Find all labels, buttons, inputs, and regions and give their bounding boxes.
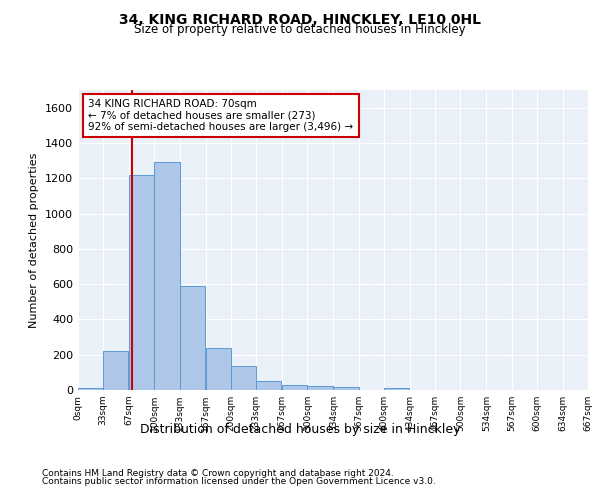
Bar bbox=[282, 384, 307, 390]
Bar bbox=[129, 174, 154, 390]
Text: Contains HM Land Registry data © Crown copyright and database right 2024.: Contains HM Land Registry data © Crown c… bbox=[42, 468, 394, 477]
Text: Size of property relative to detached houses in Hinckley: Size of property relative to detached ho… bbox=[134, 22, 466, 36]
Text: Distribution of detached houses by size in Hinckley: Distribution of detached houses by size … bbox=[140, 422, 460, 436]
Y-axis label: Number of detached properties: Number of detached properties bbox=[29, 152, 40, 328]
Bar bbox=[231, 366, 256, 390]
Text: 34, KING RICHARD ROAD, HINCKLEY, LE10 0HL: 34, KING RICHARD ROAD, HINCKLEY, LE10 0H… bbox=[119, 12, 481, 26]
Bar bbox=[154, 162, 179, 390]
Bar bbox=[334, 388, 359, 390]
Bar bbox=[256, 381, 281, 390]
Bar bbox=[179, 286, 205, 390]
Bar bbox=[103, 351, 128, 390]
Bar bbox=[206, 348, 231, 390]
Text: 34 KING RICHARD ROAD: 70sqm
← 7% of detached houses are smaller (273)
92% of sem: 34 KING RICHARD ROAD: 70sqm ← 7% of deta… bbox=[88, 99, 353, 132]
Text: Contains public sector information licensed under the Open Government Licence v3: Contains public sector information licen… bbox=[42, 477, 436, 486]
Bar bbox=[384, 388, 409, 390]
Bar bbox=[78, 388, 103, 390]
Bar bbox=[307, 386, 332, 390]
